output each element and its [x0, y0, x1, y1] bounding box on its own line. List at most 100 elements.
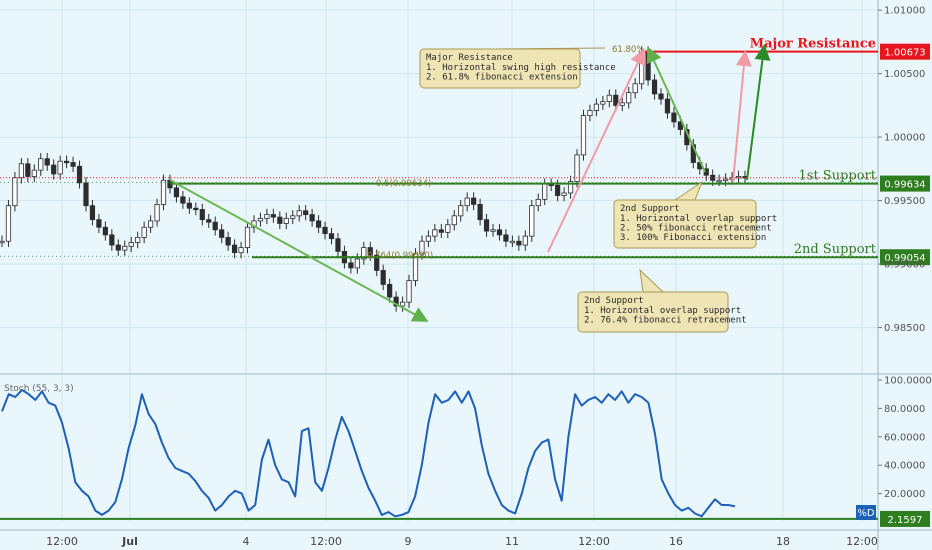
- stoch-series-tag: [856, 505, 876, 520]
- fib-label: 61.80%: [612, 45, 644, 55]
- candle-body: [315, 220, 322, 228]
- candle-body: [354, 258, 360, 269]
- candle-body: [83, 182, 89, 207]
- candle-body: [587, 110, 593, 116]
- level-price-text: 0.99634: [884, 180, 925, 191]
- y-tick-label: 0.99500: [884, 196, 925, 207]
- candle-body: [723, 178, 729, 181]
- callout-line: 1. Horizontal swing high resistance: [426, 63, 616, 73]
- candle-body: [115, 244, 121, 251]
- candle-body: [632, 83, 638, 94]
- callout-line: 2. 61.8% fibonacci extension: [426, 73, 578, 83]
- candle-body: [264, 214, 270, 219]
- candle-body: [231, 244, 238, 254]
- candle-body: [522, 235, 528, 246]
- callout-line: 1. Horizontal overlap support: [620, 214, 777, 224]
- candle-body: [0, 240, 5, 244]
- stoch-indicator-label: Stoch (55, 3, 3): [4, 384, 74, 394]
- candle-body: [361, 247, 367, 260]
- y-tick-label: 1.00000: [884, 133, 925, 144]
- candle-body: [412, 253, 419, 281]
- candle-body: [464, 197, 470, 207]
- x-tick-label: 4: [243, 535, 250, 548]
- candle-body: [70, 162, 76, 167]
- candle-body: [651, 79, 658, 95]
- callout-box: [577, 291, 729, 333]
- candle-body: [244, 226, 251, 248]
- stoch-value-text: 2.1597: [888, 515, 923, 526]
- fib-label: 0.5(0.99634): [376, 179, 431, 189]
- candle-body: [509, 240, 516, 244]
- candle-body: [477, 204, 483, 221]
- candle-body: [328, 233, 335, 240]
- stoch-y-tick-label: 20.0000: [884, 489, 925, 500]
- level-price-tag: [880, 249, 930, 266]
- candle-body: [393, 296, 399, 307]
- candle-body: [173, 187, 180, 198]
- x-tick-label: 12:00: [310, 535, 342, 548]
- candle-body: [580, 115, 587, 156]
- candle-body: [199, 209, 205, 221]
- candle-body: [147, 220, 154, 228]
- y-tick-label: 1.01000: [884, 6, 925, 17]
- candle-body: [561, 192, 567, 196]
- price-axis: 1.01000 1.00500 1.00000 0.99500 0.99000 0.985…: [878, 6, 932, 500]
- callout-title: 2nd Support: [620, 204, 680, 214]
- candle-body: [425, 235, 432, 242]
- level-price-tag: [880, 175, 930, 192]
- candle-body: [432, 229, 438, 237]
- x-tick-label: 11: [505, 535, 519, 548]
- candle-body: [574, 154, 580, 182]
- candle-body: [451, 215, 457, 226]
- level-price-tag: [880, 43, 930, 60]
- candle-body: [535, 198, 541, 207]
- x-tick-label: 16: [669, 535, 683, 548]
- x-tick-label: Jul: [121, 535, 138, 548]
- candle-body: [399, 301, 406, 307]
- candle-body: [193, 207, 199, 211]
- candle-body: [542, 183, 548, 200]
- candle-body: [206, 219, 212, 223]
- level-label: 1st Support: [799, 169, 877, 184]
- candle-body: [122, 245, 128, 251]
- candle-body: [296, 210, 302, 217]
- callout-box: [613, 199, 757, 249]
- candle-body: [496, 229, 503, 236]
- candle-body: [102, 226, 108, 236]
- candle-body: [677, 121, 683, 130]
- candle-body: [619, 102, 625, 106]
- fib-arrow: [646, 46, 706, 173]
- level-price-text: 0.99054: [884, 253, 925, 264]
- candle-body: [593, 103, 600, 111]
- candle-body: [716, 179, 722, 183]
- callout-box: [419, 48, 581, 89]
- stoch-value-tag: [880, 510, 930, 527]
- x-tick-label: 18: [776, 535, 790, 548]
- x-tick-label: 12:00: [578, 535, 610, 548]
- callout-title: 2nd Support: [584, 296, 644, 306]
- time-axis: 12:00 Jul 4 12:00 9 11 12:00 16 18 12:00: [46, 535, 878, 548]
- candle-body: [31, 169, 37, 177]
- candle-body: [348, 262, 354, 269]
- candle-body: [18, 163, 24, 179]
- candle-body: [445, 224, 451, 233]
- candle-body: [219, 229, 225, 238]
- stoch-y-tick-label: 80.0000: [884, 404, 925, 415]
- candle-body: [303, 210, 309, 215]
- x-tick-label: 12:00: [846, 535, 878, 548]
- candle-body: [135, 237, 141, 243]
- callout-title: Major Resistance: [426, 53, 513, 63]
- candle-body: [44, 158, 50, 166]
- candle-body: [613, 94, 619, 106]
- candle-body: [555, 184, 561, 196]
- stoch-y-tick-label: 100.0000: [884, 376, 932, 387]
- y-tick-label: 0.98500: [884, 323, 925, 334]
- candle-body: [529, 205, 535, 237]
- stoch-y-tick-label: 60.0000: [884, 432, 925, 443]
- level-label: 2nd Support: [794, 242, 877, 257]
- candle-body: [238, 247, 244, 254]
- candle-body: [600, 101, 606, 105]
